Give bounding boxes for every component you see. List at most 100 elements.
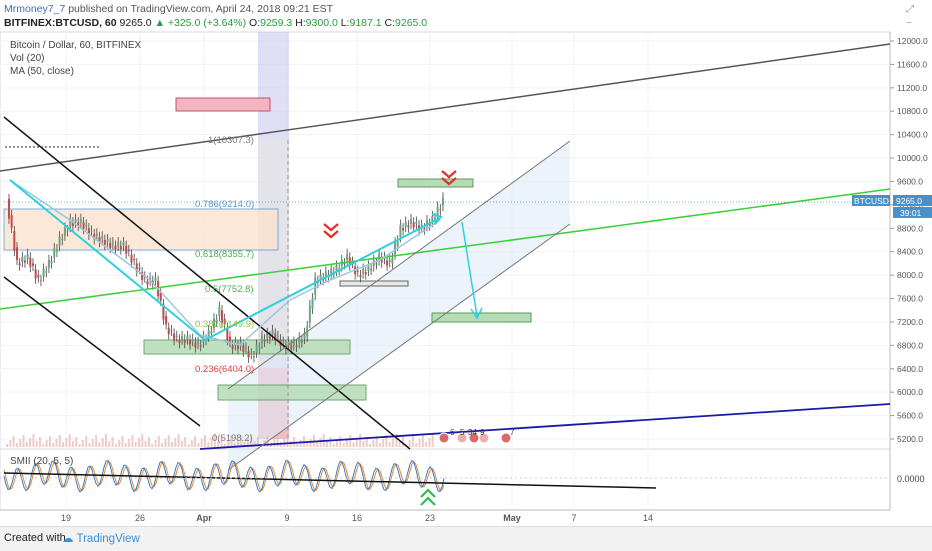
candle-body: [290, 345, 293, 349]
candle-body: [29, 257, 32, 267]
tradingview-brand: TradingView: [76, 533, 140, 545]
green-trend-line: [0, 188, 891, 310]
volume-bar: [378, 443, 381, 447]
candle-body: [181, 335, 184, 340]
candle-body: [47, 259, 50, 268]
ohlc-line: BITFINEX:BTCUSD, 60 9265.0 ▲ +325.0 (+3.…: [4, 17, 427, 29]
event-flag-icon[interactable]: [456, 432, 468, 444]
close-value: 9265.0: [395, 17, 428, 29]
oscillator-trend-line: [3, 472, 657, 489]
candle-body: [109, 242, 112, 248]
candle-body: [295, 345, 298, 347]
time-tick-label: 9: [284, 513, 289, 523]
volume-bar: [187, 444, 190, 447]
candle-body: [362, 268, 365, 274]
price-tick-label: 11200.0: [897, 83, 927, 93]
fib-label-0382: 0.382(7149.9): [195, 319, 254, 330]
candle-body: [263, 339, 266, 342]
candle-body: [159, 292, 162, 301]
time-tick-label: 14: [643, 513, 653, 523]
candle-body: [82, 222, 85, 229]
event-markers[interactable]: 6 5 34 9 7: [438, 428, 515, 444]
volume-bar: [362, 441, 365, 447]
event-flag-icon[interactable]: [500, 432, 512, 444]
candle-body: [122, 242, 125, 246]
publish-info: Mrmoney7_7 published on TradingView.com,…: [4, 3, 333, 15]
candle-body: [343, 263, 346, 265]
candle-body: [138, 267, 141, 269]
legend-title: Bitcoin / Dollar, 60, BITFINEX: [10, 40, 141, 51]
price-tick-label: 10800.0: [897, 106, 928, 116]
candle-body: [420, 224, 423, 227]
candle-body: [90, 230, 93, 232]
volume-bar: [128, 439, 131, 447]
price-tick-label: 8400.0: [897, 247, 923, 257]
candle-body: [428, 223, 431, 226]
collapse-icon[interactable]: −: [906, 18, 912, 29]
candle-body: [423, 228, 426, 230]
smii-main-line: [3, 459, 445, 493]
volume-bar: [425, 442, 428, 447]
event-flag-icon[interactable]: [478, 432, 490, 444]
candle-body: [298, 337, 301, 344]
candle-body: [61, 239, 64, 241]
candle-body: [119, 245, 122, 250]
oscillator-title: SMII (20, 5, 5): [10, 456, 73, 467]
volume-bar: [289, 441, 292, 447]
volume-bar: [42, 444, 45, 447]
candle-body: [178, 339, 181, 344]
candle-body: [441, 197, 444, 206]
volume-bar: [369, 444, 371, 447]
volume-bar: [398, 441, 401, 447]
volume-bar: [220, 437, 223, 447]
down-chevron-icon: [441, 170, 457, 186]
volume-bar: [141, 434, 144, 447]
candle-body: [335, 265, 338, 271]
volume-bar: [319, 438, 322, 447]
support-box: [397, 178, 474, 188]
volume-bar: [395, 434, 398, 447]
volume-bar: [144, 441, 147, 447]
candle-body: [175, 335, 178, 337]
price-tick-label: 12000.0: [897, 36, 928, 46]
open-value: 9259.3: [260, 17, 293, 29]
candle-body: [287, 341, 290, 346]
candle-body: [242, 345, 245, 352]
volume-bar: [342, 443, 345, 447]
price-tick-label: 6800.0: [897, 340, 923, 350]
candle-body: [402, 228, 405, 231]
price-tick-label: 5600.0: [897, 411, 923, 421]
volume-bar: [217, 441, 220, 447]
candle-body: [23, 260, 26, 263]
down-chevron-icon: [323, 223, 339, 239]
fib-label-0236: 0.236(6404.0): [195, 364, 254, 375]
author-link[interactable]: Mrmoney7_7: [4, 3, 66, 15]
candle-body: [375, 263, 378, 265]
volume-bar: [392, 438, 395, 447]
candle-body: [127, 250, 130, 252]
drawings-lines: [0, 43, 891, 471]
candle-body: [356, 270, 359, 272]
oscillator-series: [0, 459, 890, 493]
created-with-text: Created with: [4, 532, 66, 544]
volume-bar: [121, 436, 124, 447]
candle-body: [63, 227, 66, 236]
volume-bar: [352, 442, 355, 447]
open-label: O:: [249, 17, 261, 29]
volume-bar: [243, 442, 246, 447]
price-tick-label: 10000.0: [897, 153, 928, 163]
candle-body: [215, 319, 218, 322]
event-flag-icon[interactable]: [438, 432, 450, 444]
volume-bar: [428, 438, 431, 447]
tradingview-link[interactable]: ☁ TradingView: [62, 531, 140, 545]
volume-bar: [39, 437, 41, 447]
fib-label-0: 0(5198.2): [212, 433, 253, 444]
expand-icon[interactable]: ⤢: [906, 4, 914, 15]
blue-support-line: [199, 403, 891, 450]
volume-bar: [365, 437, 368, 447]
candle-body: [276, 335, 279, 337]
price-tick-label: 7600.0: [897, 294, 923, 304]
candle-body: [226, 327, 229, 341]
candle-body: [266, 333, 269, 339]
